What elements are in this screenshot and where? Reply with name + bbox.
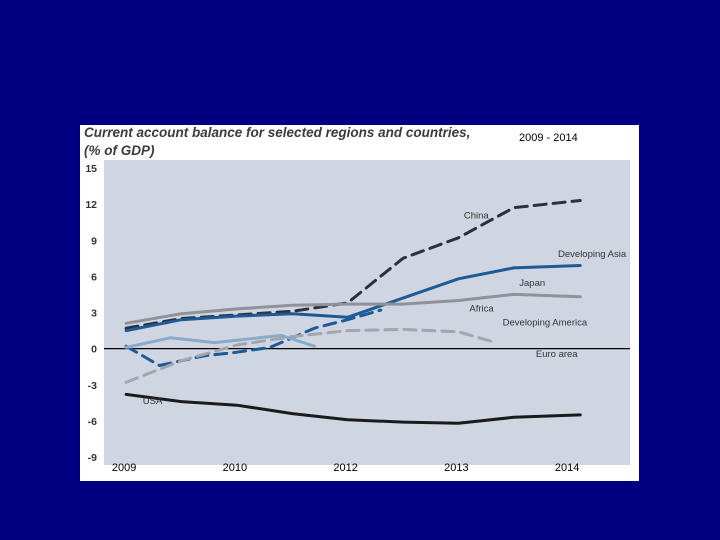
series-line-developing-asia (124, 264, 582, 333)
y-tick-label: 3 (91, 308, 97, 320)
series-line-japan (124, 292, 582, 325)
y-tick-label: 15 (85, 163, 97, 175)
series-label-euro-area: Euro area (536, 349, 578, 360)
series-line-africa (124, 308, 383, 367)
series-line-euro-area (124, 333, 316, 349)
series-label-developing-america: Developing America (503, 318, 588, 329)
series-labels: China Developing Asia Japan Africa Developin… (143, 211, 627, 407)
series-line-developing-america (124, 327, 494, 384)
y-tick-label: -6 (88, 416, 97, 428)
x-axis-ticks: 2009 2010 2012 2013 2014 (112, 462, 579, 474)
chart-subtitle: 2009 - 2014 (519, 132, 578, 144)
y-tick-label: -3 (88, 380, 97, 392)
chart-title-line2: (% of GDP) (84, 143, 155, 158)
y-tick-label: 0 (91, 344, 97, 356)
series-label-japan: Japan (519, 278, 545, 289)
series-line-usa (124, 392, 582, 425)
x-tick-label: 2009 (112, 462, 136, 474)
series-lines (104, 199, 630, 425)
series-label-usa: USA (143, 396, 163, 407)
y-tick-label: 6 (91, 271, 97, 283)
y-axis-ticks: 15 12 9 6 3 0 -3 -6 -9 (85, 163, 97, 464)
y-tick-label: 12 (85, 199, 97, 211)
x-tick-label: 2014 (555, 462, 579, 474)
y-tick-label: -9 (88, 452, 97, 464)
y-tick-label: 9 (91, 235, 97, 247)
x-tick-label: 2012 (333, 462, 357, 474)
series-label-china: China (464, 211, 490, 222)
series-label-developing-asia: Developing Asia (558, 249, 627, 260)
series-label-africa: Africa (469, 303, 494, 314)
x-tick-label: 2013 (444, 462, 468, 474)
chart-title: Current account balance for selected reg… (84, 125, 470, 140)
x-tick-label: 2010 (223, 462, 247, 474)
